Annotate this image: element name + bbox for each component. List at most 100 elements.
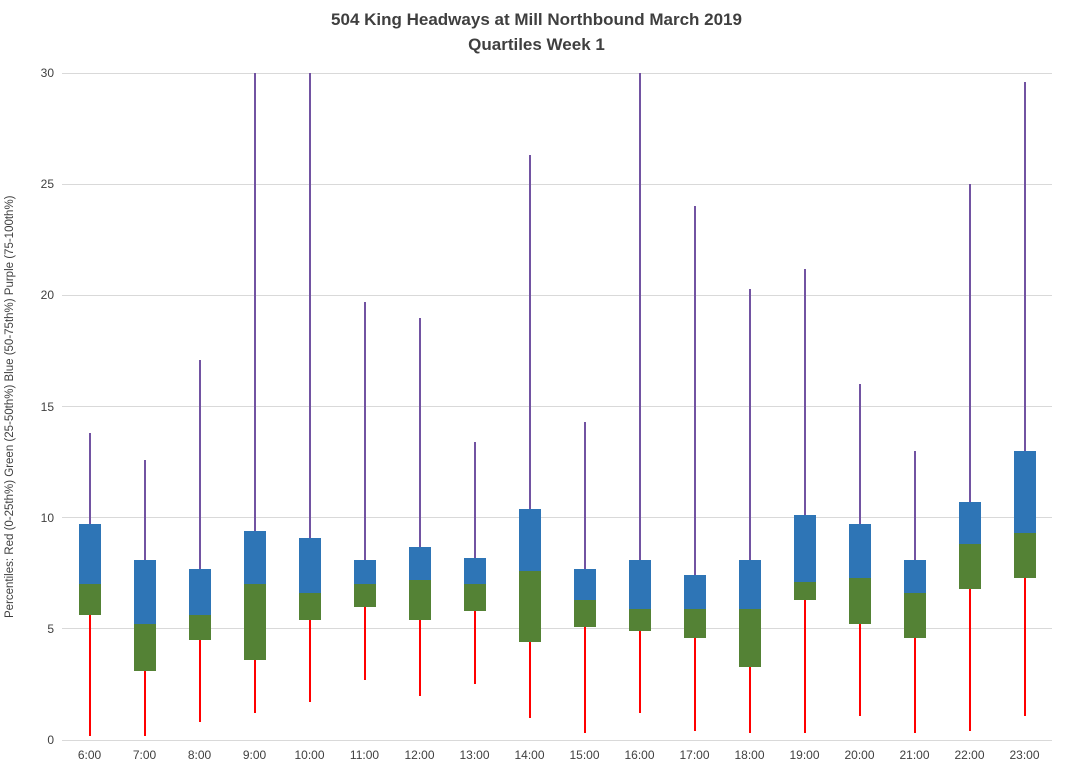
y-tick-label-10: 10 — [40, 510, 54, 525]
box-50-75-6:00 — [78, 524, 101, 585]
box-50-75-7:00 — [133, 559, 156, 625]
chart-subtitle: Quartiles Week 1 — [468, 34, 605, 54]
whisker-high-12:00 — [418, 317, 421, 547]
whisker-high-15:00 — [583, 422, 586, 569]
y-tick-label-15: 15 — [40, 399, 54, 414]
x-tick-label-11:00: 11:00 — [349, 748, 380, 762]
whisker-low-12:00 — [418, 619, 421, 696]
box-25-50-10:00 — [298, 593, 321, 620]
box-50-75-18:00 — [738, 559, 761, 609]
chart-title-block: 504 King Headways at Mill Northbound Mar… — [0, 8, 1073, 57]
box-25-50-12:00 — [408, 579, 431, 620]
whisker-low-13:00 — [473, 611, 476, 685]
y-tick-label-20: 20 — [40, 288, 54, 303]
gridline-y-25 — [62, 183, 1052, 185]
box-50-75-8:00 — [188, 568, 211, 616]
whisker-high-9:00 — [253, 73, 256, 531]
box-50-75-10:00 — [298, 537, 321, 594]
whisker-high-6:00 — [88, 433, 91, 525]
whisker-high-20:00 — [858, 384, 861, 525]
whisker-high-14:00 — [528, 155, 531, 509]
box-25-50-14:00 — [518, 571, 541, 643]
whisker-low-19:00 — [803, 599, 806, 734]
box-50-75-20:00 — [848, 524, 871, 578]
whisker-high-19:00 — [803, 268, 806, 516]
x-tick-label-22:00: 22:00 — [954, 748, 985, 762]
chart-title: 504 King Headways at Mill Northbound Mar… — [331, 10, 742, 29]
whisker-low-16:00 — [638, 631, 641, 714]
whisker-low-10:00 — [308, 619, 311, 703]
x-tick-label-9:00: 9:00 — [242, 748, 267, 762]
whisker-low-23:00 — [1023, 577, 1026, 716]
whisker-low-7:00 — [143, 671, 146, 736]
x-tick-label-17:00: 17:00 — [679, 748, 710, 762]
whisker-low-9:00 — [253, 659, 256, 714]
y-tick-label-30: 30 — [40, 66, 54, 80]
box-25-50-8:00 — [188, 615, 211, 640]
box-25-50-7:00 — [133, 624, 156, 672]
whisker-low-11:00 — [363, 606, 366, 680]
box-50-75-23:00 — [1013, 450, 1036, 534]
x-tick-label-21:00: 21:00 — [899, 748, 930, 762]
box-50-75-13:00 — [463, 557, 486, 585]
whisker-high-18:00 — [748, 288, 751, 560]
box-25-50-21:00 — [903, 593, 926, 638]
whisker-high-17:00 — [693, 206, 696, 576]
x-tick-label-13:00: 13:00 — [459, 748, 490, 762]
x-tick-label-10:00: 10:00 — [294, 748, 325, 762]
whisker-high-11:00 — [363, 302, 366, 560]
x-tick-label-20:00: 20:00 — [844, 748, 875, 762]
whisker-high-7:00 — [143, 459, 146, 560]
box-25-50-18:00 — [738, 608, 761, 667]
box-25-50-19:00 — [793, 582, 816, 600]
box-25-50-13:00 — [463, 584, 486, 612]
box-25-50-9:00 — [243, 584, 266, 660]
box-50-75-9:00 — [243, 531, 266, 585]
x-tick-label-19:00: 19:00 — [789, 748, 820, 762]
x-tick-label-12:00: 12:00 — [404, 748, 435, 762]
x-tick-label-6:00: 6:00 — [77, 748, 102, 762]
box-25-50-6:00 — [78, 584, 101, 616]
whisker-low-22:00 — [968, 588, 971, 732]
x-tick-label-14:00: 14:00 — [514, 748, 545, 762]
box-50-75-12:00 — [408, 546, 431, 580]
box-50-75-22:00 — [958, 502, 981, 545]
whisker-high-13:00 — [473, 442, 476, 558]
gridline-y-10 — [62, 517, 1052, 519]
box-50-75-11:00 — [353, 559, 376, 585]
box-25-50-11:00 — [353, 584, 376, 607]
whisker-low-21:00 — [913, 637, 916, 734]
gridline-y-5 — [62, 628, 1052, 630]
x-tick-label-7:00: 7:00 — [132, 748, 157, 762]
box-25-50-16:00 — [628, 608, 651, 632]
y-tick-label-25: 25 — [40, 177, 54, 192]
whisker-high-21:00 — [913, 450, 916, 560]
whisker-low-17:00 — [693, 637, 696, 732]
y-axis-label: Percentiles: Red (0-25th%) Green (25-50t… — [4, 195, 16, 618]
whisker-high-8:00 — [198, 359, 201, 569]
x-tick-label-23:00: 23:00 — [1009, 748, 1040, 762]
gridline-y-15 — [62, 406, 1052, 407]
y-tick-label-5: 5 — [47, 621, 54, 636]
box-50-75-15:00 — [573, 568, 596, 600]
box-50-75-21:00 — [903, 559, 926, 594]
whisker-low-8:00 — [198, 639, 201, 723]
box-25-50-15:00 — [573, 599, 596, 627]
box-25-50-22:00 — [958, 544, 981, 589]
plot-area — [62, 72, 1052, 741]
gridline-y-0 — [62, 739, 1052, 741]
x-tick-label-18:00: 18:00 — [734, 748, 765, 762]
gridline-y-20 — [62, 294, 1052, 296]
whisker-high-16:00 — [638, 73, 641, 560]
whisker-low-14:00 — [528, 642, 531, 718]
box-25-50-23:00 — [1013, 533, 1036, 578]
box-50-75-14:00 — [518, 508, 541, 572]
x-tick-label-8:00: 8:00 — [187, 748, 212, 762]
whisker-low-15:00 — [583, 626, 586, 734]
box-50-75-17:00 — [683, 575, 706, 609]
whisker-high-23:00 — [1023, 81, 1026, 451]
whisker-low-6:00 — [88, 615, 91, 736]
y-tick-label-0: 0 — [47, 733, 54, 747]
gridline-y-30 — [62, 72, 1052, 74]
